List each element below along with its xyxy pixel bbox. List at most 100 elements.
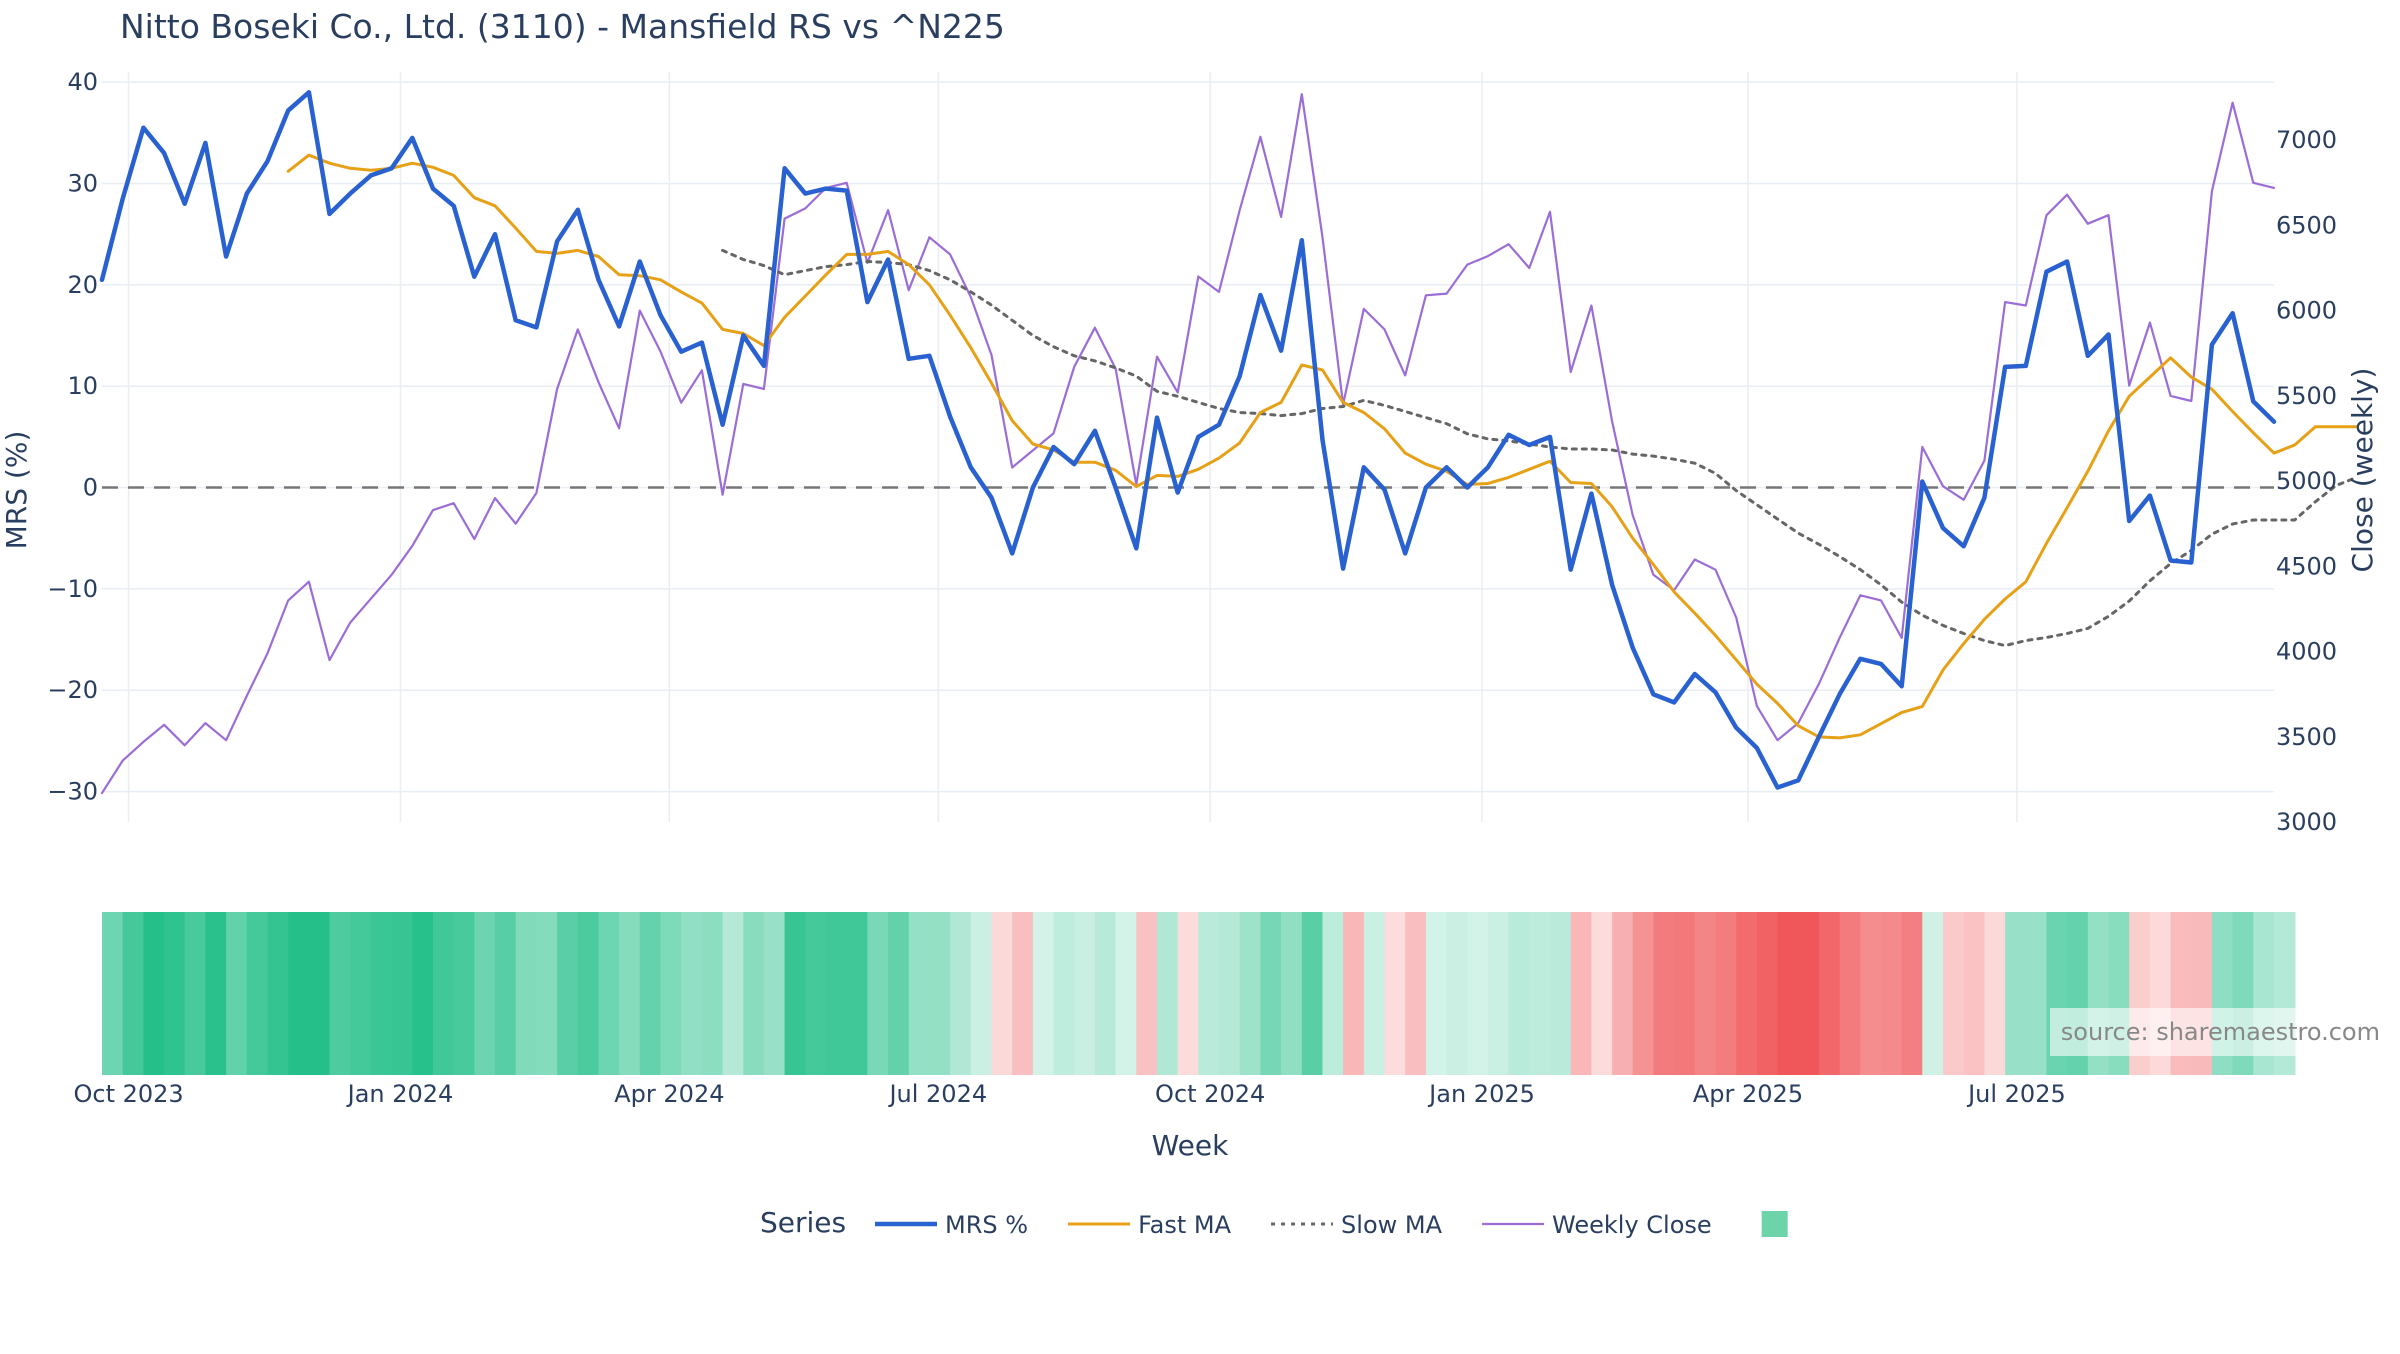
left-tick-label: −20 (47, 676, 98, 704)
heat-cell (639, 912, 662, 1075)
heat-cell (1756, 912, 1779, 1075)
legend-title: Series (760, 1206, 846, 1239)
right-axis: 7000 6500 6000 5500 5000 4500 4000 3500 3000 (2276, 126, 2337, 836)
heat-cell (1632, 912, 1655, 1075)
grid-layer (102, 72, 2274, 822)
x-tick-label: Jul 2024 (887, 1080, 987, 1108)
legend-label: Fast MA (1138, 1211, 1232, 1239)
heat-cell (1487, 912, 1510, 1075)
heat-cell (288, 912, 310, 1075)
heat-cell (1508, 912, 1531, 1075)
series-line-mrs (99, 90, 2277, 790)
heat-cell (867, 912, 889, 1075)
heat-cell (1094, 912, 1117, 1075)
heat-cell (1860, 912, 1882, 1075)
heat-cell (1570, 912, 1593, 1075)
right-tick-label: 5000 (2276, 467, 2337, 495)
legend: Series MRS % Fast MA Slow MA Weekly Close (760, 1206, 1788, 1239)
heat-cell (557, 912, 579, 1075)
heat-cell (1881, 912, 1903, 1075)
heat-cell (1157, 912, 1179, 1075)
heat-cell (1736, 912, 1758, 1075)
heat-cell (577, 912, 600, 1075)
right-tick-label: 3500 (2276, 723, 2337, 751)
x-axis: Oct 2023 Jan 2024 Apr 2024 Jul 2024 Oct 2024… (73, 1080, 2065, 1108)
heat-cell (1798, 912, 1820, 1075)
heat-cell (1715, 912, 1737, 1075)
right-tick-label: 6500 (2276, 211, 2337, 239)
heat-cell (1384, 912, 1406, 1075)
heat-cell (660, 912, 682, 1075)
left-tick-label: −30 (47, 778, 98, 806)
heat-cell (1301, 912, 1324, 1075)
heat-cell (826, 912, 848, 1075)
heat-cell (1550, 912, 1572, 1075)
left-tick-label: 0 (83, 474, 98, 502)
source-text: source: sharemaestro.com (2061, 1018, 2380, 1046)
heat-cell (267, 912, 289, 1075)
heat-cell (846, 912, 869, 1075)
heat-cell (495, 912, 517, 1075)
left-tick-label: 10 (67, 372, 98, 400)
heat-cell (1322, 912, 1344, 1075)
heat-cell (391, 912, 414, 1075)
heat-cell (1963, 912, 1986, 1075)
heat-cell (784, 912, 807, 1075)
left-axis: 40 30 20 10 0 −10 −20 −30 (47, 68, 98, 805)
right-tick-label: 4500 (2276, 552, 2337, 580)
heat-cell (950, 912, 972, 1075)
heat-cell (205, 912, 227, 1075)
heat-cell (329, 912, 351, 1075)
heat-cell (246, 912, 269, 1075)
x-tick-label: Jul 2025 (1966, 1080, 2066, 1108)
heat-cell (412, 912, 434, 1075)
legend-label: Slow MA (1341, 1211, 1443, 1239)
heat-cell (433, 912, 455, 1075)
right-tick-label: 5500 (2276, 382, 2337, 410)
heat-cell (970, 912, 993, 1075)
heat-cell (1363, 912, 1386, 1075)
heat-cell (1901, 912, 1924, 1075)
heat-cell (929, 912, 951, 1075)
heat-cell (370, 912, 393, 1075)
heat-cell (1591, 912, 1613, 1075)
x-tick-label: Jan 2024 (346, 1080, 454, 1108)
heat-cell (743, 912, 765, 1075)
heat-cell (908, 912, 931, 1075)
legend-heatmap-swatch (1761, 1211, 1788, 1237)
heat-cell (1612, 912, 1634, 1075)
heat-cell (1115, 912, 1138, 1075)
heat-cell (308, 912, 331, 1075)
heat-cell (1053, 912, 1075, 1075)
heat-cell (681, 912, 703, 1075)
x-tick-label: Oct 2024 (1155, 1080, 1265, 1108)
heatmap-strip (102, 912, 2296, 1075)
heat-cell (1239, 912, 1262, 1075)
right-tick-label: 4000 (2276, 638, 2337, 666)
series-line-fast-ma (286, 153, 2359, 740)
legend-items: MRS % Fast MA Slow MA Weekly Close (875, 1211, 1788, 1239)
series-line-weekly-close (100, 93, 2276, 795)
heat-cell (701, 912, 724, 1075)
heat-cell (1984, 912, 2006, 1075)
heat-cell (1425, 912, 1448, 1075)
heat-cell (763, 912, 786, 1075)
right-tick-label: 3000 (2276, 808, 2337, 836)
left-tick-label: 40 (67, 68, 98, 96)
x-tick-label: Apr 2024 (614, 1080, 724, 1108)
heat-cell (1405, 912, 1427, 1075)
series-line-slow-ma (721, 248, 2359, 648)
heat-cell (1219, 912, 1241, 1075)
heat-cell (164, 912, 186, 1075)
heat-cell (1446, 912, 1469, 1075)
heat-cell (1074, 912, 1096, 1075)
heat-cell (515, 912, 538, 1075)
heat-cell (1032, 912, 1055, 1075)
x-axis-title: Week (1152, 1129, 1229, 1162)
heat-cell (1694, 912, 1717, 1075)
heat-cell (1922, 912, 1944, 1075)
heat-cell (1943, 912, 1965, 1075)
heat-cell (1012, 912, 1034, 1075)
right-tick-label: 7000 (2276, 126, 2337, 154)
heat-cell (1260, 912, 1282, 1075)
